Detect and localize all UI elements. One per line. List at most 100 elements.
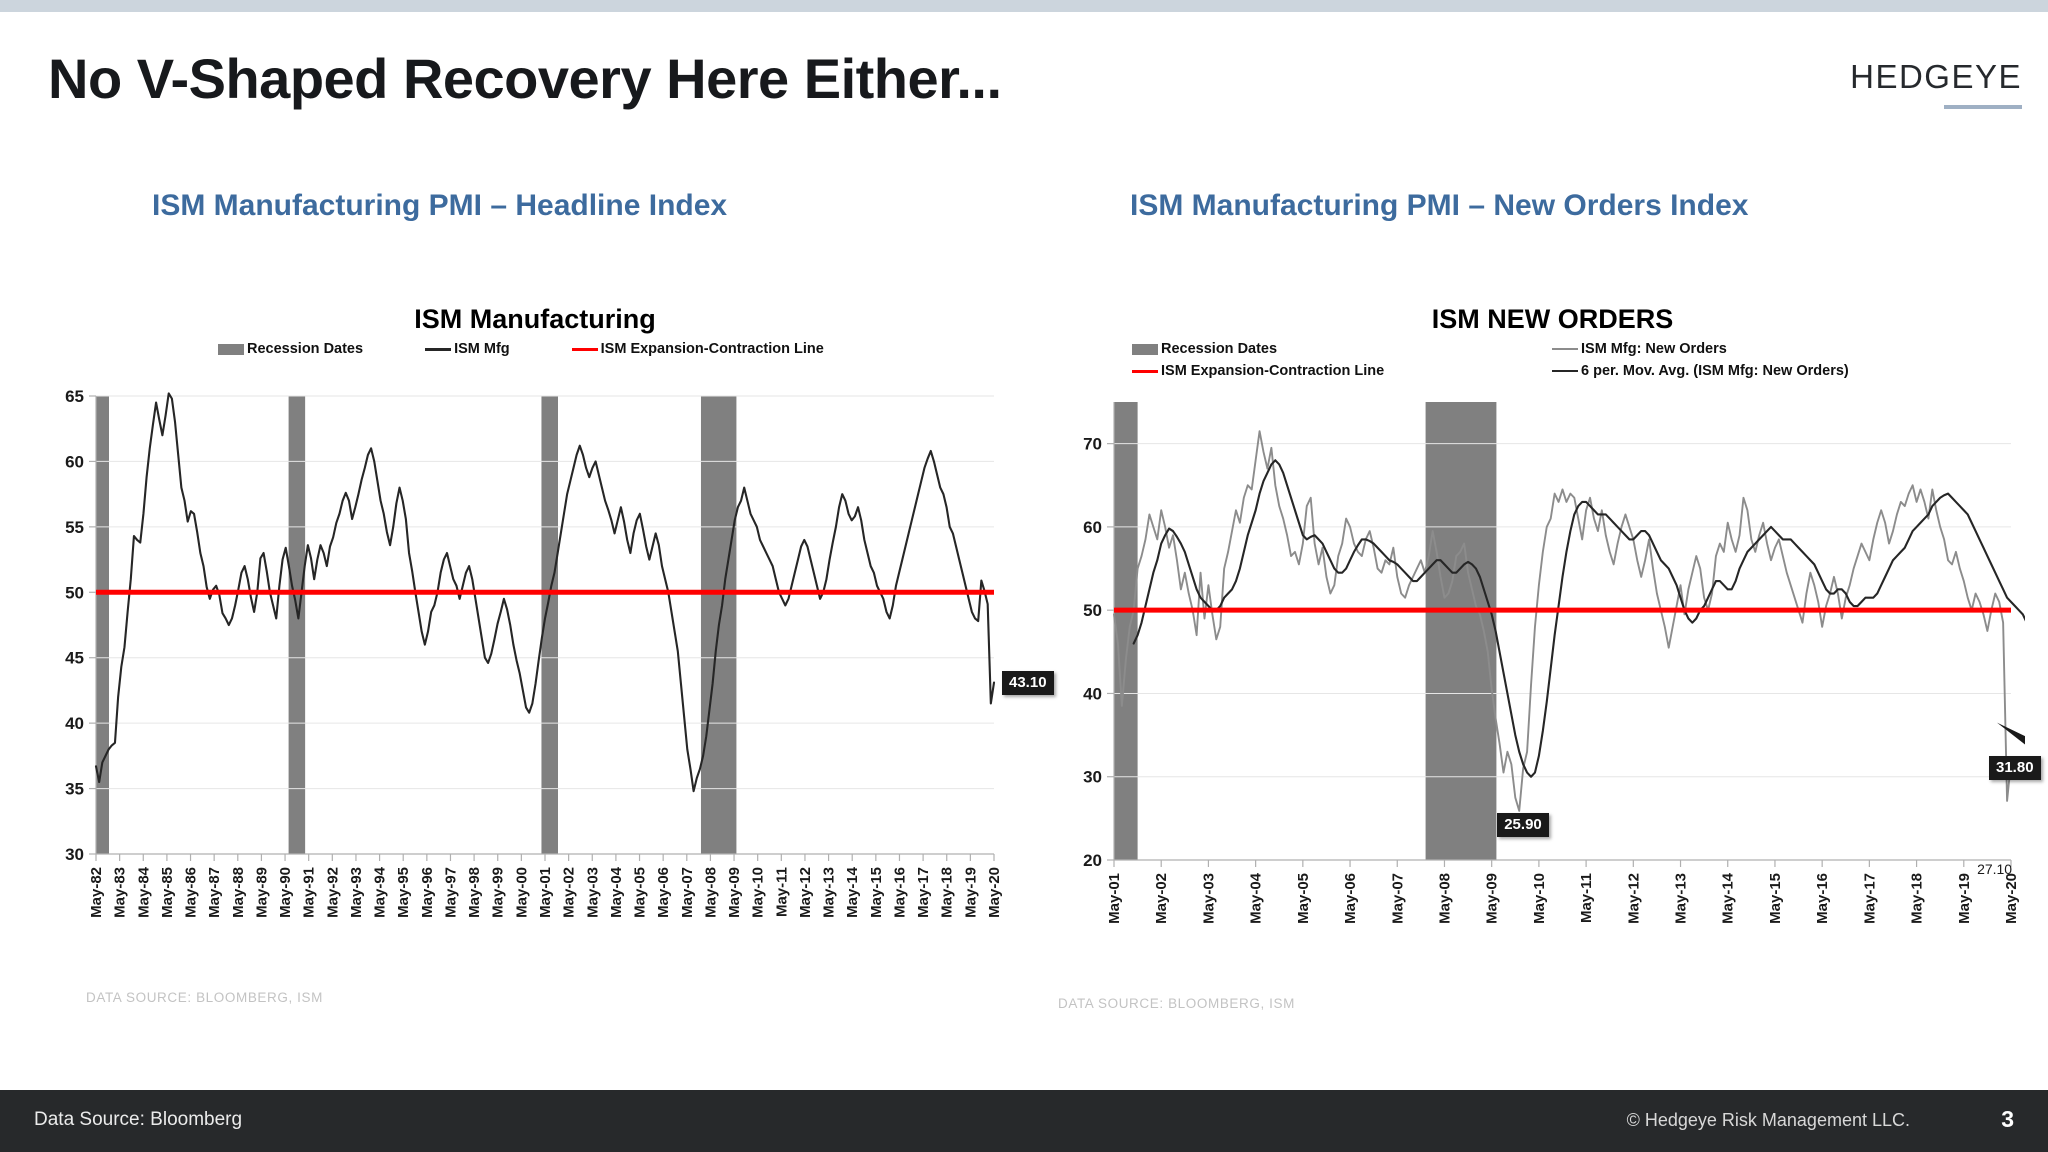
reference-line-swatch-icon xyxy=(571,347,598,351)
legend-label: ISM Expansion-Contraction Line xyxy=(600,340,824,357)
svg-text:May-01: May-01 xyxy=(1106,873,1123,924)
svg-text:20: 20 xyxy=(1083,851,1102,870)
svg-text:May-15: May-15 xyxy=(1767,873,1784,924)
svg-text:40: 40 xyxy=(1083,684,1102,703)
data-callout-2590: 25.90 xyxy=(1497,813,1549,838)
svg-text:May-17: May-17 xyxy=(1861,873,1878,924)
data-label-2710: 27.10 xyxy=(1977,860,2013,877)
svg-text:May-03: May-03 xyxy=(1200,873,1217,924)
legend-item-recession-dates: Recession Dates xyxy=(218,342,363,357)
svg-text:50: 50 xyxy=(1083,601,1102,620)
svg-text:May-02: May-02 xyxy=(561,867,578,918)
legend-label: Recession Dates xyxy=(1161,340,1278,357)
svg-text:May-12: May-12 xyxy=(797,867,814,918)
svg-text:May-18: May-18 xyxy=(939,867,956,918)
svg-text:May-86: May-86 xyxy=(183,867,200,918)
svg-text:May-14: May-14 xyxy=(1720,872,1737,924)
legend-item-ism-mfg: ISM Mfg xyxy=(425,342,510,357)
svg-text:May-17: May-17 xyxy=(915,867,932,918)
svg-text:May-91: May-91 xyxy=(301,867,318,918)
legend-item-new-orders: ISM Mfg: New Orders xyxy=(1552,342,1727,357)
svg-text:May-12: May-12 xyxy=(1625,873,1642,924)
svg-text:70: 70 xyxy=(1083,435,1102,454)
legend-label: ISM Expansion-Contraction Line xyxy=(1161,362,1385,379)
svg-text:May-90: May-90 xyxy=(277,867,294,918)
svg-text:May-10: May-10 xyxy=(750,867,767,918)
panel-heading-left: ISM Manufacturing PMI – Headline Index xyxy=(152,189,728,222)
legend-item-expansion-line: ISM Expansion-Contraction Line xyxy=(1132,364,1552,379)
chart-svg-right: 20 30 40 50 60 70 May-01 May-02 May-03 May-04 May-… xyxy=(1083,402,2025,924)
svg-text:May-05: May-05 xyxy=(632,867,649,918)
chart-legend-right: Recession Dates ISM Mfg: New Orders ISM … xyxy=(1040,338,2025,392)
svg-text:May-07: May-07 xyxy=(1389,873,1406,924)
svg-text:May-16: May-16 xyxy=(1814,873,1831,924)
svg-text:May-13: May-13 xyxy=(821,867,838,918)
legend-label: Recession Dates xyxy=(247,340,364,357)
legend-label: 6 per. Mov. Avg. (ISM Mfg: New Orders) xyxy=(1581,362,1849,379)
svg-text:May-08: May-08 xyxy=(702,867,719,918)
legend-item-expansion-line: ISM Expansion-Contraction Line xyxy=(571,340,824,357)
svg-text:May-08: May-08 xyxy=(1436,873,1453,924)
svg-text:May-20: May-20 xyxy=(2003,873,2020,924)
svg-text:May-88: May-88 xyxy=(230,867,247,918)
series-line-swatch-icon xyxy=(1552,348,1578,350)
svg-text:May-98: May-98 xyxy=(466,867,483,918)
legend-label: ISM Mfg: New Orders xyxy=(1581,340,1727,357)
legend-item-moving-average: 6 per. Mov. Avg. (ISM Mfg: New Orders) xyxy=(1552,364,1849,379)
svg-text:May-19: May-19 xyxy=(1956,873,1973,924)
svg-text:May-09: May-09 xyxy=(1484,873,1501,924)
plot-area-right: 20 30 40 50 60 70 May-01 May-02 May-03 May-04 May-… xyxy=(1040,392,2041,992)
series-line-swatch-icon xyxy=(425,347,452,351)
svg-text:May-84: May-84 xyxy=(135,866,152,918)
svg-text:May-02: May-02 xyxy=(1153,873,1170,924)
brand-wordmark: HEDGEYE xyxy=(1850,58,2022,95)
footer-bar: Data Source: Bloomberg © Hedgeye Risk Ma… xyxy=(0,1090,2048,1152)
svg-text:May-05: May-05 xyxy=(1295,873,1312,924)
svg-text:May-10: May-10 xyxy=(1531,873,1548,924)
svg-text:45: 45 xyxy=(65,649,84,668)
reference-line-swatch-icon xyxy=(1132,369,1158,373)
source-note-left: DATA SOURCE: BLOOMBERG, ISM xyxy=(86,990,323,1005)
svg-text:May-99: May-99 xyxy=(490,867,507,918)
svg-text:May-13: May-13 xyxy=(1673,873,1690,924)
svg-text:May-09: May-09 xyxy=(726,867,743,918)
svg-text:May-93: May-93 xyxy=(348,867,365,918)
svg-text:May-89: May-89 xyxy=(253,867,270,918)
chart-svg-left: 30 35 40 45 50 55 60 65 May-82 May-83 May-84 May-85… xyxy=(65,387,1003,918)
footer-copyright: © Hedgeye Risk Management LLC. xyxy=(1626,1110,1910,1130)
footer-page-number: 3 xyxy=(2001,1106,2014,1132)
svg-text:May-19: May-19 xyxy=(962,867,979,918)
legend-label: ISM Mfg xyxy=(454,340,510,357)
svg-text:May-06: May-06 xyxy=(1342,873,1359,924)
svg-text:May-94: May-94 xyxy=(372,866,389,918)
svg-text:30: 30 xyxy=(65,845,84,864)
svg-text:40: 40 xyxy=(65,714,84,733)
svg-text:May-83: May-83 xyxy=(112,867,129,918)
svg-text:30: 30 xyxy=(1083,768,1102,787)
svg-text:May-85: May-85 xyxy=(159,867,176,918)
source-note-right: DATA SOURCE: BLOOMBERG, ISM xyxy=(1058,996,1295,1011)
data-callout-4310: 43.10 xyxy=(1002,670,1054,695)
recession-swatch-icon xyxy=(1132,343,1158,355)
svg-text:60: 60 xyxy=(65,452,84,471)
svg-text:May-87: May-87 xyxy=(206,867,223,918)
chart-title-right: ISM NEW ORDERS xyxy=(1431,304,1674,334)
svg-text:May-92: May-92 xyxy=(324,867,341,918)
svg-text:May-15: May-15 xyxy=(868,867,885,918)
svg-text:May-03: May-03 xyxy=(584,867,601,918)
svg-text:May-04: May-04 xyxy=(1248,872,1265,924)
page-title: No V-Shaped Recovery Here Either... xyxy=(48,47,1002,110)
chart-panel-new-orders: ISM NEW ORDERS Recession Dates ISM Mfg: … xyxy=(1040,300,2041,1060)
svg-text:May-97: May-97 xyxy=(442,867,459,918)
recession-swatch-icon xyxy=(218,343,244,355)
chart-panel-headline: ISM Manufacturing Recession Dates ISM Mf… xyxy=(40,300,1054,1060)
svg-text:50: 50 xyxy=(65,583,84,602)
svg-text:35: 35 xyxy=(65,780,84,799)
svg-text:May-96: May-96 xyxy=(419,867,436,918)
chart-title-left: ISM Manufacturing xyxy=(414,304,656,334)
top-accent-band xyxy=(0,0,2048,12)
brand-accent-rule xyxy=(1944,105,2022,109)
svg-text:May-06: May-06 xyxy=(655,867,672,918)
footer-data-source: Data Source: Bloomberg xyxy=(34,1109,243,1130)
